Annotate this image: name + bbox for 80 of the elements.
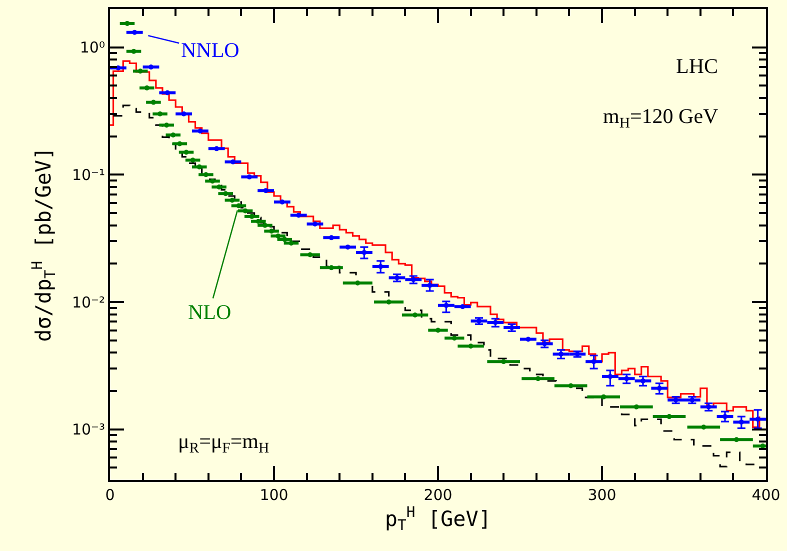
point xyxy=(138,68,143,74)
point xyxy=(288,240,294,246)
point xyxy=(542,341,548,346)
point xyxy=(460,304,466,310)
point xyxy=(296,212,302,218)
annotation: NLO xyxy=(188,300,232,324)
point xyxy=(203,172,208,178)
point xyxy=(501,359,506,364)
x-axis-title: p$_{T}$$^{H}$ [GeV] xyxy=(384,504,492,534)
y-tick-label: 10⁻¹ xyxy=(72,166,105,184)
point xyxy=(269,228,274,234)
point xyxy=(608,374,613,379)
point xyxy=(536,376,541,382)
point xyxy=(144,85,150,90)
annotation: m$_{H}$=120 GeV xyxy=(603,104,718,132)
point xyxy=(198,128,203,134)
point xyxy=(308,252,313,258)
point xyxy=(412,312,418,318)
point xyxy=(150,100,156,105)
point xyxy=(256,218,261,224)
point xyxy=(124,20,130,26)
point xyxy=(246,174,252,180)
x-tick-label: 400 xyxy=(752,486,780,504)
point xyxy=(214,146,220,152)
point xyxy=(223,191,228,196)
point xyxy=(666,414,672,420)
point xyxy=(263,188,268,194)
point xyxy=(196,164,202,170)
point xyxy=(591,359,596,364)
point xyxy=(452,336,457,341)
annotation: μ$_{R}$=μ$_{F}$=m$_{H}$ xyxy=(178,429,270,456)
point xyxy=(282,236,288,242)
point xyxy=(328,265,334,270)
point xyxy=(132,30,138,35)
point xyxy=(170,132,176,138)
point xyxy=(230,159,236,164)
point xyxy=(148,64,154,70)
point xyxy=(601,394,606,400)
point xyxy=(210,178,215,184)
point xyxy=(177,141,182,146)
point xyxy=(755,416,760,422)
point xyxy=(164,90,170,96)
y-tick-label: 10⁻² xyxy=(72,293,105,312)
x-tick-label: 200 xyxy=(424,486,452,504)
point xyxy=(184,150,189,155)
point xyxy=(634,404,639,410)
point xyxy=(444,302,449,308)
point xyxy=(701,424,706,430)
point xyxy=(181,111,186,116)
x-tick-label: 100 xyxy=(260,486,288,504)
point xyxy=(386,300,392,304)
point xyxy=(249,214,254,219)
point xyxy=(760,443,766,448)
point xyxy=(190,158,196,163)
annotation: NNLO xyxy=(181,38,240,62)
y-tick-label: 10⁰ xyxy=(80,38,105,57)
x-tick-label: 300 xyxy=(588,486,616,504)
y-tick-label: 10⁻³ xyxy=(72,420,105,439)
point xyxy=(436,328,440,333)
point xyxy=(242,208,248,214)
point xyxy=(164,122,170,128)
point xyxy=(276,233,281,238)
point xyxy=(262,222,268,228)
point xyxy=(328,235,334,240)
point xyxy=(230,198,235,203)
x-tick-label: 0 xyxy=(105,486,115,504)
point xyxy=(355,280,360,286)
point xyxy=(706,404,712,410)
point xyxy=(280,200,285,204)
point xyxy=(526,336,531,342)
point xyxy=(236,203,242,208)
point xyxy=(468,344,474,349)
point xyxy=(568,383,574,388)
point xyxy=(312,221,318,226)
point xyxy=(345,244,350,250)
point xyxy=(131,48,136,54)
point xyxy=(158,111,163,116)
point xyxy=(427,282,432,288)
point xyxy=(734,437,739,442)
annotation: LHC xyxy=(676,54,718,78)
